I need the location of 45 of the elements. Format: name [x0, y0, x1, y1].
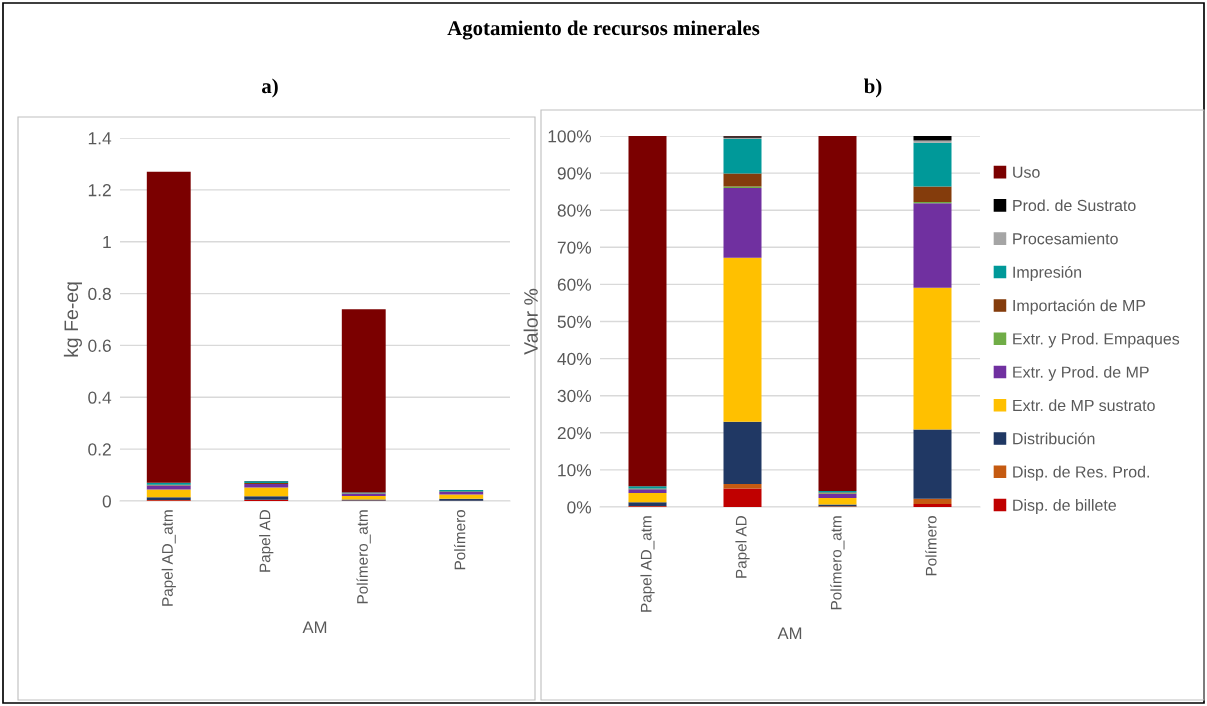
text: Agotamiento de recursos minerales [447, 20, 760, 40]
legend-label: Disp. de billete [1013, 499, 1116, 514]
x-axis-title: AM [302, 621, 327, 633]
x-tick-label: Polímero [453, 509, 466, 570]
y-tick-label: 1 [103, 236, 111, 248]
y-tick-label: 1.2 [88, 184, 111, 197]
legend-label: Prod. de Sustrato [1013, 199, 1136, 212]
y-tick-label: 30% [557, 389, 592, 403]
chart-title: a) [261, 78, 278, 98]
legend-label: Disp. de Res. Prod. [1013, 465, 1149, 481]
legend-label: Uso [1013, 166, 1040, 178]
legend-label: Extr. y Prod. de MP [1013, 366, 1149, 381]
legend-label: Impresión [1013, 265, 1082, 281]
y-tick-label: 0.6 [88, 339, 111, 352]
x-tick-label: Papel AD_atm [640, 516, 655, 612]
y-axis-title: Valor % [523, 288, 538, 355]
x-tick-label: Polímero_atm [356, 510, 371, 604]
chart-title: b) [864, 78, 882, 98]
x-tick-label: Papel AD_atm [161, 510, 176, 606]
y-tick-label: 40% [557, 352, 592, 366]
y-tick-label: 50% [557, 315, 592, 328]
x-tick-label: Polímero_atm [830, 516, 845, 610]
y-tick-label: 90% [557, 167, 592, 180]
legend-label: Extr. de MP sustrato [1013, 399, 1155, 412]
y-tick-label: 1.4 [88, 132, 112, 145]
x-axis-title: AM [777, 627, 802, 639]
legend-label: Extr. y Prod. Empaques [1013, 332, 1180, 348]
x-tick-label: Polímero [925, 515, 937, 576]
y-axis-title: kg Fe-eq [63, 282, 82, 357]
y-tick-label: 0.2 [88, 443, 111, 456]
y-tick-label: 100% [548, 130, 592, 143]
y-tick-label: 70% [557, 241, 592, 254]
y-tick-label: 80% [557, 204, 592, 217]
y-tick-label: 0% [567, 501, 592, 514]
legend-label: Distribución [1013, 432, 1095, 445]
y-tick-label: 10% [558, 464, 592, 477]
y-tick-label: 0.4 [88, 391, 112, 404]
y-tick-label: 20% [557, 426, 592, 440]
legend-label: Importación de MP [1013, 299, 1146, 315]
y-tick-label: 0.8 [88, 287, 111, 301]
x-tick-label: Papel AD [735, 516, 750, 578]
legend-label: Procesamiento [1013, 232, 1118, 245]
y-tick-label: 0 [102, 495, 111, 508]
x-tick-label: Papel AD [259, 510, 274, 572]
y-tick-label: 60% [557, 278, 592, 291]
